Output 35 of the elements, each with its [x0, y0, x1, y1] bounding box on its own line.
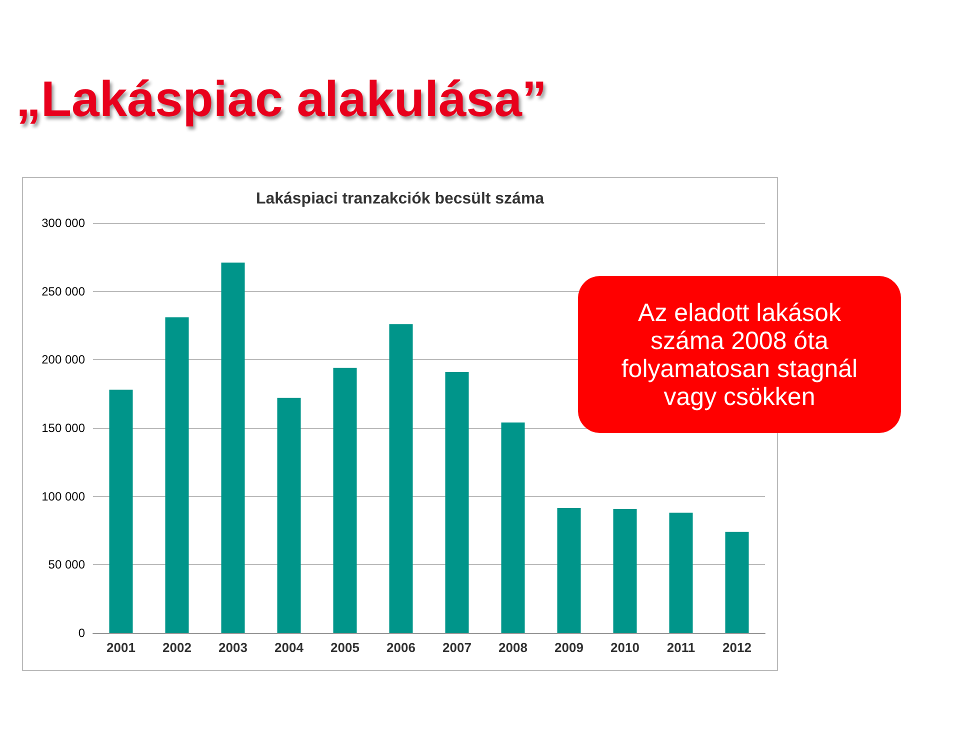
x-tick-label: 2002 — [162, 640, 192, 655]
x-tick-label: 2012 — [722, 640, 752, 655]
bar — [221, 262, 245, 633]
x-tick-label: 2006 — [386, 640, 416, 655]
bar — [613, 509, 637, 633]
x-tick-label: 2008 — [498, 640, 528, 655]
bar — [445, 372, 469, 633]
callout-box: Az eladott lakások száma 2008 óta folyamatosan stagnál vagy csökken — [578, 276, 901, 433]
bar — [557, 508, 581, 633]
y-tick-label: 50 000 — [48, 558, 86, 572]
x-tick-label: 2007 — [442, 640, 472, 655]
y-tick-label: 100 000 — [42, 489, 86, 504]
bar — [389, 324, 413, 633]
x-tick-label: 2001 — [106, 640, 136, 655]
x-tick-label: 2011 — [666, 640, 696, 655]
bar — [501, 422, 525, 633]
bar — [725, 532, 749, 633]
y-tick-label: 150 000 — [42, 421, 86, 435]
bar — [277, 398, 301, 633]
y-tick-label: 300 000 — [42, 216, 86, 230]
chart-title: „Lakáspiac alakulása” — [16, 70, 547, 128]
bar — [109, 390, 133, 633]
x-tick-label: 2003 — [218, 640, 248, 655]
x-tick-label: 2009 — [554, 640, 584, 655]
bar — [333, 368, 357, 633]
y-tick-label: 0 — [78, 626, 86, 640]
chart-subtitle: Lakáspiaci tranzakciók becsült száma — [256, 190, 544, 208]
annotation: Az eladott lakások száma 2008 óta folyamatosan stagnál vagy csökken — [620, 298, 859, 410]
y-tick-label: 200 000 — [42, 352, 86, 367]
x-tick-label: 2004 — [274, 640, 304, 655]
y-tick-label: 250 000 — [42, 284, 86, 298]
x-tick-label: 2005 — [330, 640, 360, 655]
bar — [669, 512, 693, 633]
x-tick-label: 2010 — [610, 640, 640, 655]
bar — [165, 317, 189, 633]
